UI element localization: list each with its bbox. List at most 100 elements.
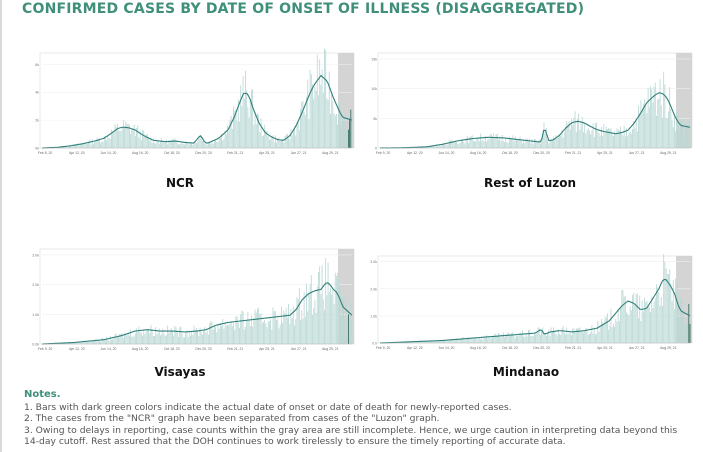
x-tick-label: Aug 29, 21 xyxy=(322,347,339,351)
bar xyxy=(207,141,209,148)
bar xyxy=(665,268,667,343)
bar xyxy=(334,115,336,148)
bar xyxy=(494,333,496,343)
bar xyxy=(520,139,522,148)
bar xyxy=(138,137,140,148)
bar xyxy=(506,142,508,148)
x-tick-label: Jun 27, 21 xyxy=(291,347,307,351)
bar xyxy=(487,338,489,343)
bar xyxy=(611,327,613,343)
bar xyxy=(689,126,691,148)
bar xyxy=(200,332,202,344)
bar xyxy=(213,140,215,148)
bar xyxy=(555,135,557,148)
x-tick-label: Dec 20, 20 xyxy=(195,151,212,155)
bar xyxy=(307,79,309,148)
bar xyxy=(562,326,564,343)
bar xyxy=(493,133,495,148)
bar xyxy=(525,139,527,148)
bar xyxy=(566,327,568,343)
bar xyxy=(257,309,258,344)
bar xyxy=(593,327,595,343)
bar xyxy=(593,137,595,148)
bar xyxy=(131,336,133,344)
bar xyxy=(102,338,104,344)
bar xyxy=(483,336,485,343)
bar xyxy=(240,85,242,148)
bar xyxy=(478,337,480,343)
y-tick-label: 5k xyxy=(373,117,377,121)
bar xyxy=(119,333,121,344)
bar xyxy=(95,141,97,148)
moving-average-line xyxy=(379,92,691,149)
bar xyxy=(475,141,477,148)
bar xyxy=(597,131,599,148)
bar xyxy=(197,141,199,148)
bar xyxy=(489,134,491,148)
bar xyxy=(132,335,134,344)
bar xyxy=(484,337,486,343)
bar xyxy=(108,340,110,344)
bar xyxy=(659,79,661,148)
bar xyxy=(63,146,64,148)
bar xyxy=(609,325,611,343)
bar xyxy=(636,131,638,148)
bar xyxy=(437,146,438,148)
x-tick-label: Oct 18, 20 xyxy=(164,347,180,351)
bar xyxy=(577,118,578,148)
bar xyxy=(500,141,502,148)
bar xyxy=(121,333,123,344)
bar xyxy=(73,144,75,148)
bar xyxy=(188,144,190,148)
bar xyxy=(543,332,545,343)
bar xyxy=(549,336,551,343)
bar xyxy=(591,130,593,148)
bar xyxy=(533,332,535,343)
bar xyxy=(684,325,686,343)
bar xyxy=(603,322,605,343)
bar xyxy=(255,124,257,148)
bar xyxy=(242,76,244,148)
bar xyxy=(635,118,637,148)
bar xyxy=(438,146,440,148)
bar xyxy=(444,145,446,148)
bar xyxy=(583,332,584,343)
bar xyxy=(544,133,546,148)
bar xyxy=(169,141,171,148)
bar xyxy=(537,327,539,343)
bar xyxy=(133,336,135,344)
y-tick-label: 10k xyxy=(371,87,377,91)
bar xyxy=(680,121,681,148)
notes-section: Notes. 1. Bars with dark green colors in… xyxy=(24,389,684,448)
bar xyxy=(255,312,257,344)
bar xyxy=(209,323,210,344)
bar xyxy=(105,340,106,344)
bar xyxy=(451,139,453,148)
bar xyxy=(150,324,152,344)
bar xyxy=(284,313,286,344)
bar xyxy=(527,141,529,148)
bar xyxy=(69,343,70,344)
bar xyxy=(532,143,534,148)
bar xyxy=(314,299,316,344)
bar xyxy=(187,336,189,344)
bar xyxy=(205,332,207,344)
bar xyxy=(608,127,610,148)
bar xyxy=(87,342,88,344)
bar xyxy=(545,128,547,148)
bar xyxy=(624,296,626,343)
bar xyxy=(143,130,145,148)
bar xyxy=(99,138,100,148)
bar xyxy=(654,82,656,148)
notes-heading: Notes. xyxy=(24,389,61,400)
bar xyxy=(525,334,527,343)
bar xyxy=(606,128,608,148)
bar xyxy=(298,130,300,148)
bar xyxy=(321,265,323,344)
bar xyxy=(482,139,484,148)
bar xyxy=(313,307,315,344)
x-tick-label: Aug 16, 20 xyxy=(470,151,487,155)
x-tick-label: Feb 8, 20 xyxy=(38,151,52,155)
bar xyxy=(538,139,540,148)
bar xyxy=(122,120,124,148)
